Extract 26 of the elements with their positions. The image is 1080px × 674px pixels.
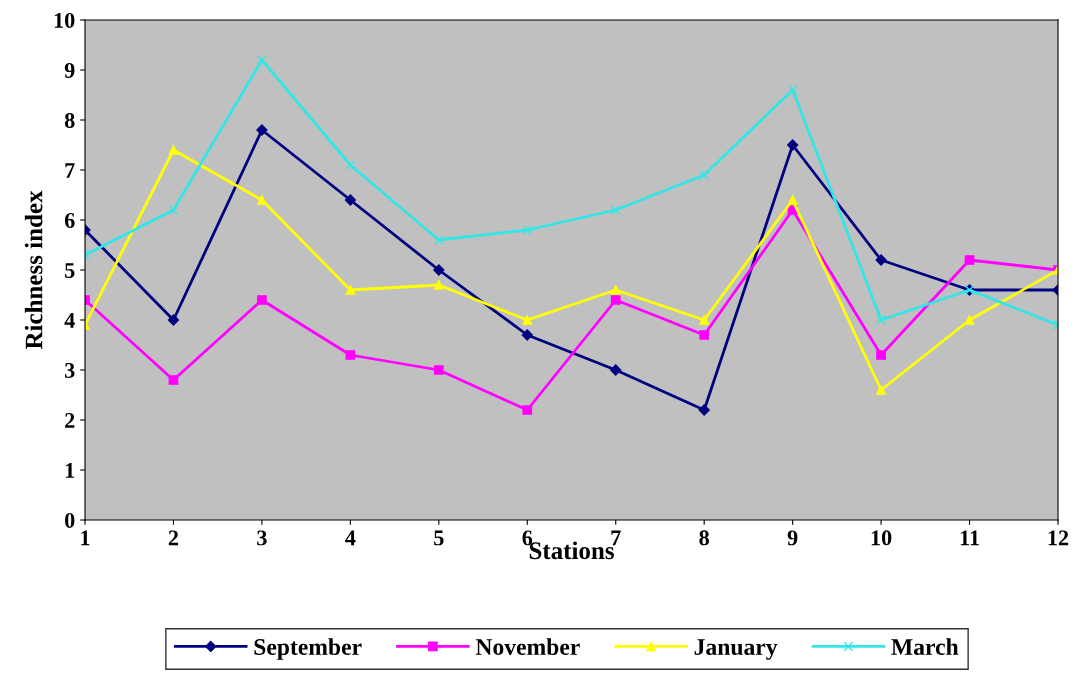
y-tick-label: 6 [64, 212, 75, 228]
x-tick-label: 1 [81, 530, 90, 546]
x-tick-label: 8 [699, 530, 709, 546]
y-axis-title: Richness index [24, 190, 43, 350]
x-tick-label: 11 [960, 530, 979, 546]
y-tick-label: 2 [65, 412, 75, 428]
y-tick-label: 3 [65, 362, 75, 378]
y-tick-label: 4 [64, 313, 75, 328]
y-tick-label: 0 [65, 512, 75, 528]
y-tick-label: 1 [65, 463, 75, 478]
legend-label: January [694, 639, 778, 660]
x-tick-label: 3 [257, 530, 267, 546]
x-tick-label: 9 [787, 530, 798, 546]
x-tick-label: 5 [434, 530, 444, 546]
y-tick-label: 8 [64, 112, 75, 128]
y-tick-label: 5 [65, 263, 75, 278]
x-tick-label: 10 [871, 530, 892, 546]
y-tick-label: 7 [65, 163, 75, 178]
legend-label: September [254, 638, 362, 660]
x-tick-label: 12 [1048, 530, 1069, 546]
x-tick-label: 2 [168, 530, 179, 546]
legend-label: November [475, 638, 580, 655]
legend-label: March [891, 638, 959, 655]
y-tick-label: 9 [64, 62, 75, 78]
y-tick-label: 10 [54, 12, 75, 28]
x-tick-label: 4 [345, 530, 356, 546]
